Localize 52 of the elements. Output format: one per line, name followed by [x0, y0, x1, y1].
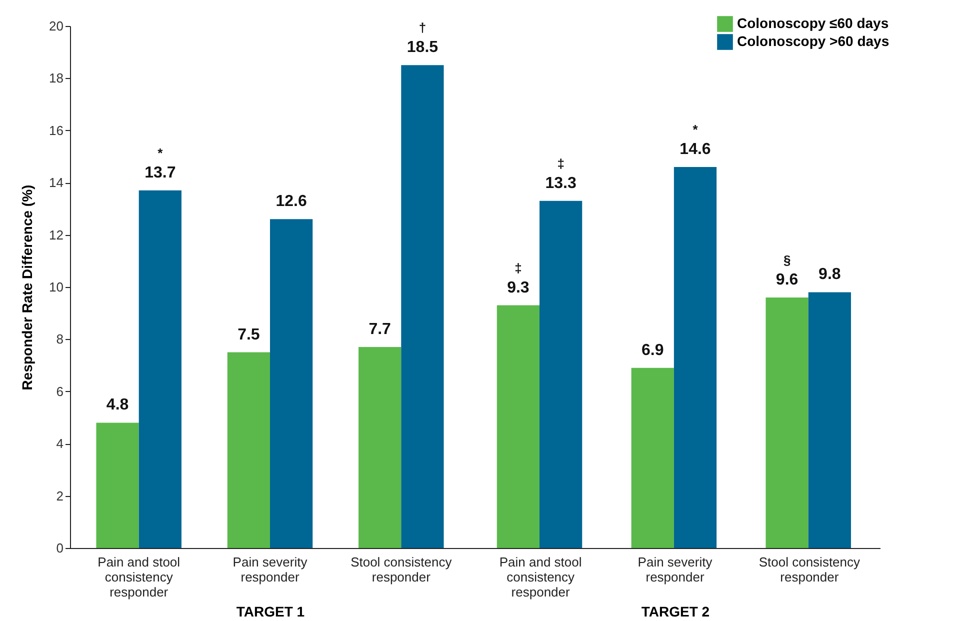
x-tick-label: Pain severity responder [638, 554, 713, 584]
bar [270, 219, 313, 548]
bar [401, 65, 444, 548]
bar [808, 292, 851, 548]
x-tick-label: Pain and stool consistency responder [499, 554, 582, 600]
y-tick-label: 0 [56, 540, 64, 556]
data-label: 13.7 [144, 164, 176, 182]
y-tick-label: 14 [49, 175, 64, 190]
y-tick-label: 18 [49, 70, 64, 86]
bar [631, 368, 674, 548]
x-tick-label: Pain and stool consistency responder [98, 554, 180, 600]
bar [766, 297, 808, 548]
bar [96, 422, 139, 548]
data-label: 7.7 [368, 321, 392, 338]
y-tick-label: 12 [49, 227, 64, 242]
y-tick-label: 10 [49, 280, 64, 294]
data-label: 9.8 [818, 266, 841, 284]
annotation: ‡ [514, 260, 522, 276]
annotation: * [158, 145, 164, 160]
data-label: 7.5 [238, 326, 260, 344]
annotation: § [783, 252, 791, 268]
data-label: 14.6 [680, 140, 711, 158]
data-label: 18.5 [406, 39, 438, 56]
data-label: 9.3 [507, 279, 530, 296]
x-tick-label: Stool consistency responder [758, 554, 861, 584]
y-tick-label: 6 [56, 384, 64, 399]
bar [540, 200, 582, 548]
x-tick-label: Pain severity responder [232, 554, 308, 584]
data-label: 4.8 [106, 396, 129, 414]
annotation: † [418, 20, 426, 36]
annotation: * [692, 122, 699, 137]
data-label: 13.3 [545, 174, 576, 192]
x-axis-title: TARGET 2 [641, 604, 710, 620]
annotation: ‡ [557, 156, 564, 171]
y-tick-label: 8 [56, 332, 64, 347]
bar [674, 166, 717, 548]
y-tick-label: 4 [56, 436, 64, 452]
data-label: 9.6 [776, 271, 798, 288]
legend-label: Colonoscopy ≤60 days [737, 15, 889, 31]
bar [496, 305, 540, 548]
y-tick-label: 20 [49, 18, 64, 34]
data-label: 12.6 [276, 193, 307, 210]
x-tick-label: Stool consistency responder [350, 554, 452, 584]
bar [138, 190, 182, 548]
legend-label: Colonoscopy >60 days [737, 33, 890, 49]
y-tick-label: 16 [49, 122, 64, 138]
bar [227, 352, 270, 548]
y-tick-label: 2 [56, 488, 64, 504]
bar [358, 347, 402, 548]
x-axis-title: TARGET 1 [236, 604, 305, 620]
data-label: 6.9 [642, 342, 664, 359]
y-axis-title: Responder Rate Difference (%) [19, 184, 36, 390]
